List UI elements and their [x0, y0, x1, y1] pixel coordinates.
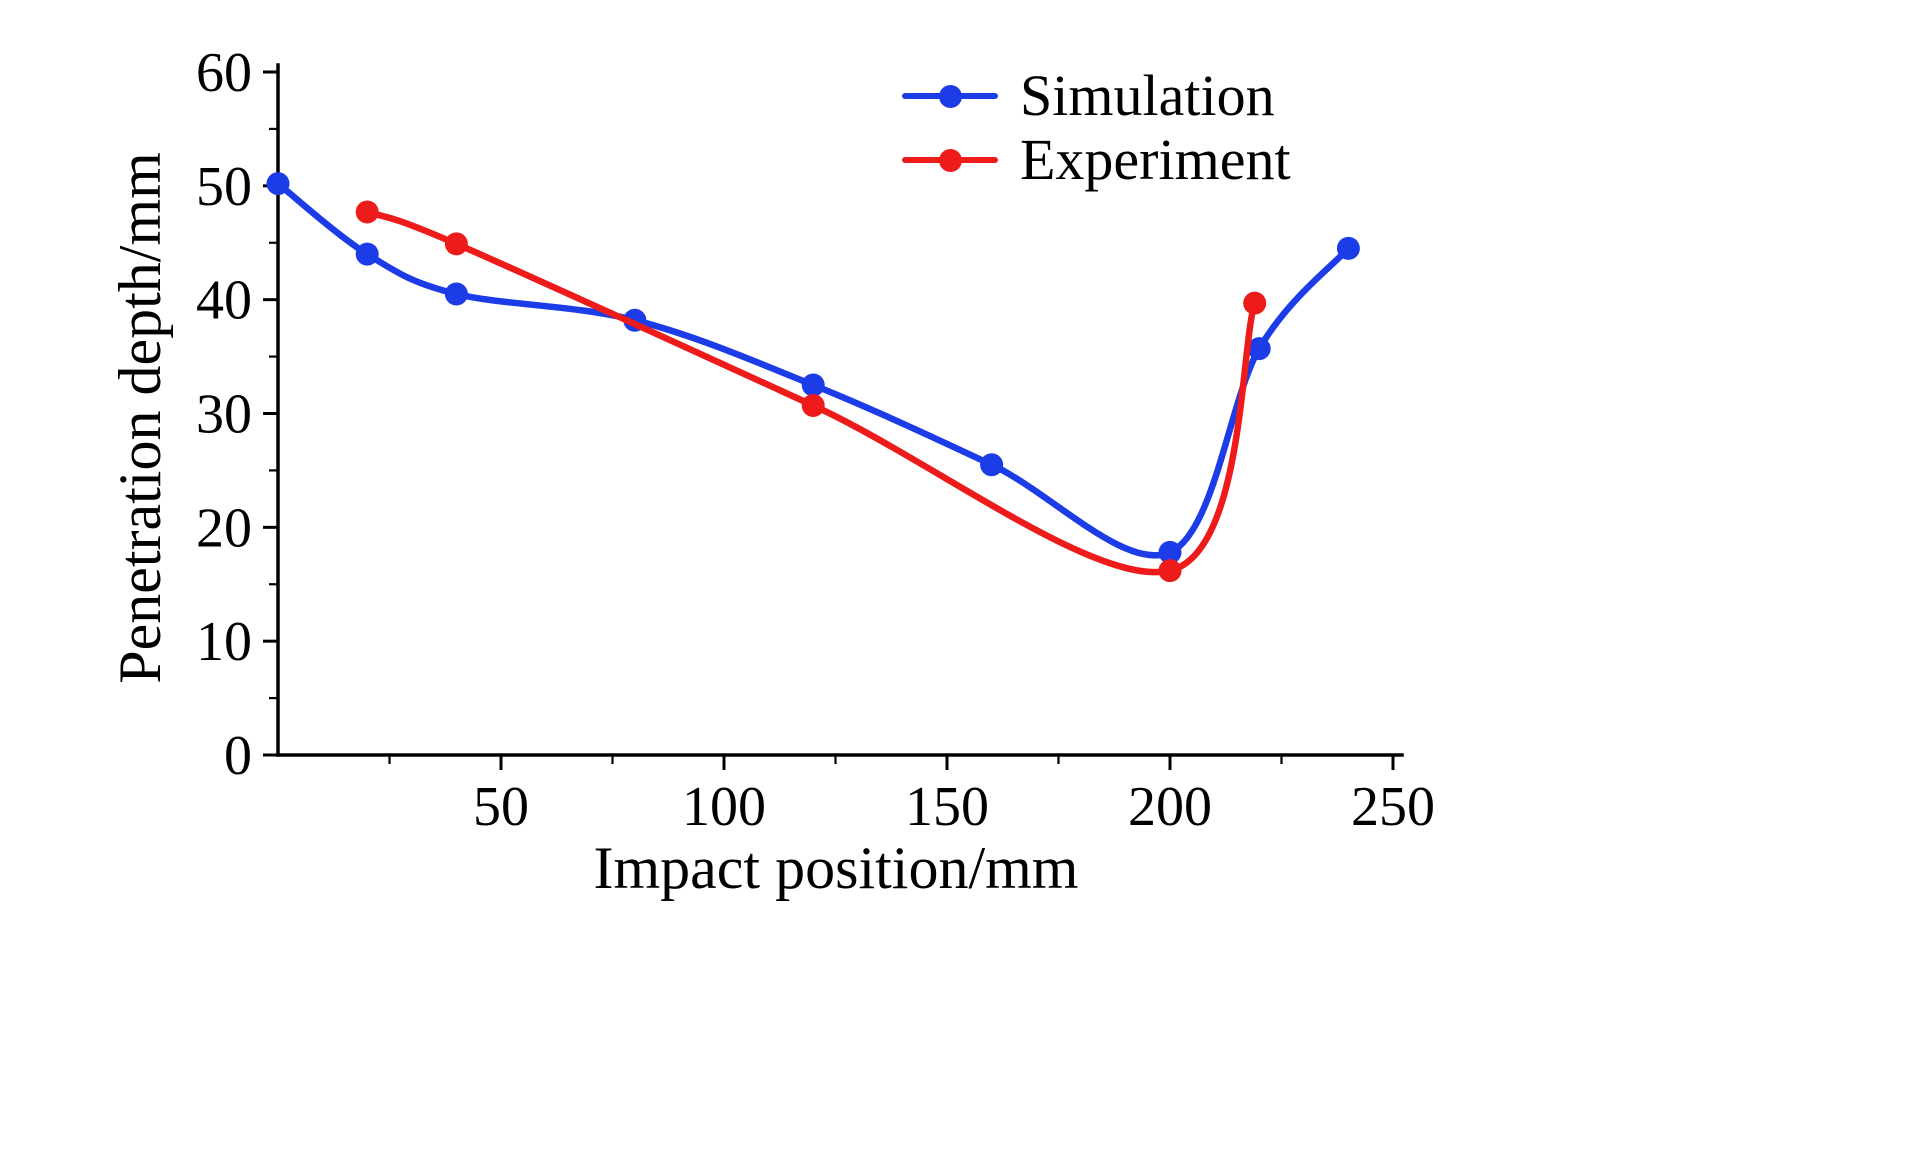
x-tick-label: 50: [473, 776, 529, 838]
x-tick-label: 250: [1351, 776, 1435, 838]
legend-label-simulation: Simulation: [1020, 63, 1275, 128]
x-tick-label: 150: [905, 776, 989, 838]
y-tick-label: 30: [196, 384, 252, 446]
y-tick-label: 50: [196, 156, 252, 218]
legend-dot-sample: [939, 149, 962, 172]
y-tick-label: 20: [196, 497, 252, 559]
y-tick-label: 10: [196, 611, 252, 673]
data-marker-simulation: [444, 282, 468, 306]
data-marker-simulation: [1336, 236, 1360, 260]
data-marker-simulation: [801, 373, 825, 397]
legend-dot-sample: [939, 85, 962, 108]
x-axis-title: Impact position/mm: [594, 835, 1079, 901]
data-marker-simulation: [1247, 337, 1271, 361]
data-marker-experiment: [355, 200, 379, 224]
legend-item-simulation: Simulation: [902, 66, 1291, 126]
axes-group: 50 100 150 200 250 0 10 20 30 40 50 60: [196, 42, 1435, 838]
data-marker-simulation: [1158, 540, 1182, 564]
x-tick-label: 100: [682, 776, 766, 838]
y-tick-label: 60: [196, 42, 252, 104]
series-group: [266, 172, 1360, 583]
data-marker-simulation: [980, 453, 1004, 477]
data-marker-simulation: [355, 242, 379, 266]
legend-item-experiment: Experiment: [902, 130, 1291, 190]
data-marker-simulation: [266, 172, 290, 196]
legend: Simulation Experiment: [902, 66, 1291, 190]
experiment-line-marker-icon: [902, 147, 998, 173]
y-axis-title: Penetration depth/mm: [107, 152, 173, 684]
simulation-line-marker-icon: [902, 83, 998, 109]
data-marker-experiment: [1158, 559, 1182, 583]
legend-label-experiment: Experiment: [1020, 127, 1291, 192]
data-marker-experiment: [801, 394, 825, 417]
data-marker-experiment: [444, 232, 468, 256]
data-marker-experiment: [1243, 291, 1267, 315]
y-tick-label: 40: [196, 270, 252, 332]
y-tick-label: 0: [224, 725, 252, 787]
x-tick-label: 200: [1128, 776, 1212, 838]
series-line-simulation: [274, 180, 1352, 559]
